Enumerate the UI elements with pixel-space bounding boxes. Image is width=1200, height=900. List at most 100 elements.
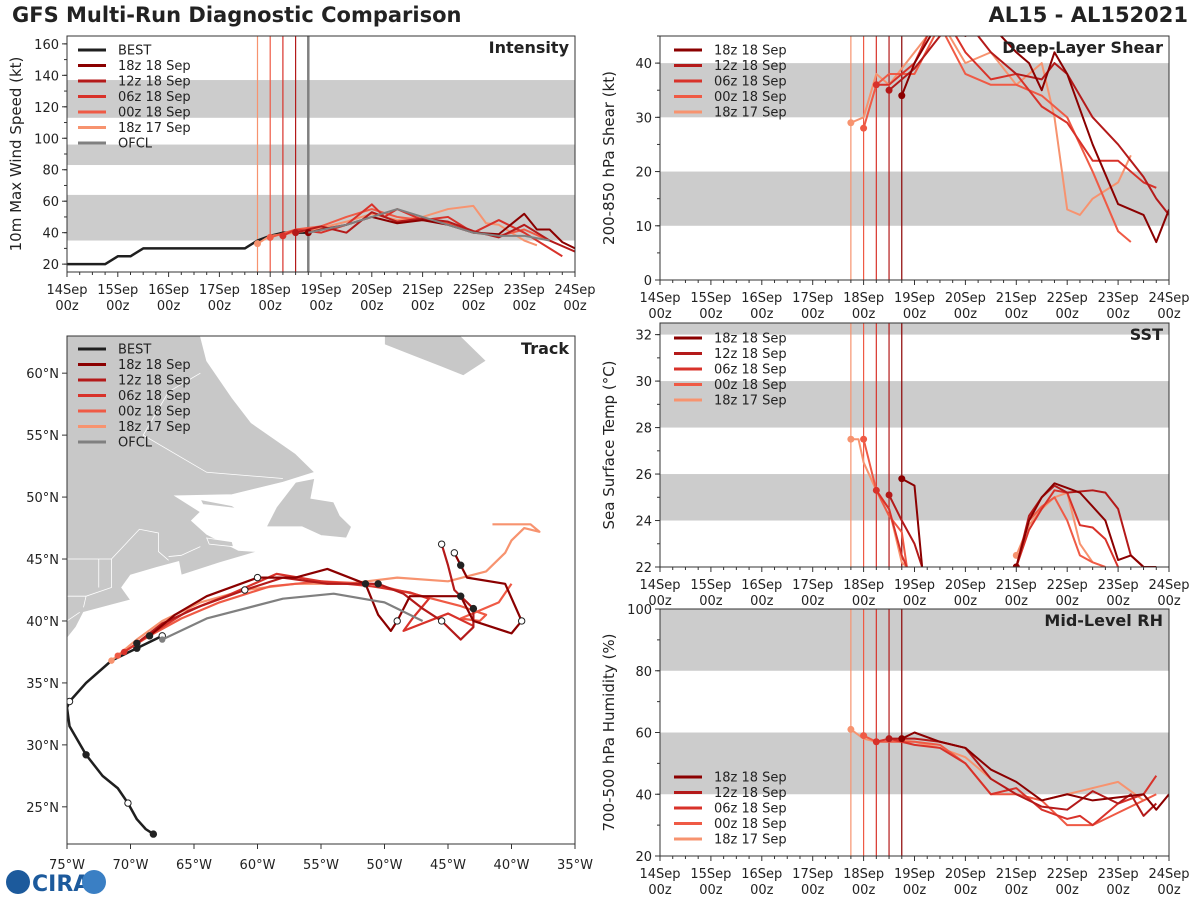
- y-tick-label: 24: [635, 515, 652, 530]
- y-tick-label: 100: [34, 132, 59, 147]
- y-axis-label: 700-500 hPa Humidity (%): [600, 633, 618, 831]
- legend-label: 18z 17 Sep: [118, 420, 191, 435]
- x-tick-label-day: 14Sep: [46, 283, 87, 298]
- x-tick-label-hour: 00z: [411, 299, 435, 314]
- x-tick-label-hour: 00z: [462, 299, 486, 314]
- chart-track: 75°W 70°W 65°W 60°W 55°W 50°W 45°W 40°W 35°W 25°N…: [26, 335, 593, 873]
- y-tick-label: 22: [635, 561, 652, 576]
- panel-title: Deep-Layer Shear: [1002, 38, 1163, 57]
- series-start-marker: [279, 232, 287, 240]
- logo-globe-icon: [6, 870, 30, 894]
- series-line: [901, 477, 924, 567]
- x-tick-label: 60°W: [240, 858, 276, 873]
- x-tick-label-day: 18Sep: [250, 283, 291, 298]
- legend-label: 00z 18 Sep: [714, 378, 787, 393]
- series-group: [847, 435, 1157, 567]
- track-line: [67, 634, 163, 836]
- x-tick-label: 70°W: [113, 858, 149, 873]
- x-tick-label-day: 20Sep: [945, 867, 986, 882]
- y-axis-label: 10m Max Wind Speed (kt): [7, 57, 25, 252]
- x-tick-label-hour: 00z: [699, 594, 723, 609]
- x-tick-label-day: 22Sep: [453, 283, 494, 298]
- y-tick-label: 45°N: [26, 553, 59, 568]
- x-tick-label: 65°W: [176, 858, 212, 873]
- legend-label: 06z 18 Sep: [118, 90, 191, 105]
- y-tick-label: 50°N: [26, 491, 59, 506]
- x-tick-label-day: 16Sep: [741, 578, 782, 593]
- x-tick-label-hour: 00z: [852, 883, 876, 898]
- legend-label: 06z 18 Sep: [714, 802, 787, 817]
- x-tick-label-day: 15Sep: [690, 867, 731, 882]
- track-position-marker: [517, 617, 526, 625]
- panel-title: Track: [521, 339, 569, 358]
- series-start-marker: [1012, 563, 1020, 567]
- x-tick-label-hour: 00z: [513, 299, 537, 314]
- x-tick-label-day: 16Sep: [741, 867, 782, 882]
- threshold-band: [660, 381, 1169, 428]
- x-tick-label-hour: 00z: [801, 594, 825, 609]
- track-position-marker: [457, 561, 465, 569]
- political-border: [67, 528, 169, 561]
- legend-label: 18z 18 Sep: [714, 771, 787, 786]
- y-tick-label: 40: [635, 57, 652, 72]
- track-start-marker: [108, 657, 115, 664]
- series-line: [888, 494, 924, 567]
- political-border: [67, 611, 80, 622]
- x-tick-label-hour: 00z: [903, 883, 927, 898]
- chart-rh: 2040608010014Sep00z15Sep00z16Sep00z17Sep…: [600, 603, 1190, 898]
- storm-id: AL15 - AL152021: [988, 3, 1189, 27]
- track-position-marker: [82, 751, 90, 759]
- land-mainland: [67, 336, 316, 639]
- y-axis-label: Sea Surface Temp (°C): [600, 360, 618, 529]
- series-start-marker: [872, 486, 880, 494]
- political-border: [168, 546, 201, 557]
- logo-text: CIRA: [32, 872, 90, 897]
- x-tick-label-day: 20Sep: [945, 291, 986, 306]
- track-position-marker: [393, 617, 401, 625]
- x-tick-label-day: 21Sep: [996, 291, 1037, 306]
- x-tick-label-hour: 00z: [954, 594, 978, 609]
- x-tick-label-day: 15Sep: [690, 578, 731, 593]
- track-position-marker: [124, 799, 132, 807]
- y-tick-label: 60: [635, 727, 652, 742]
- legend-label: BEST: [118, 44, 151, 59]
- track-position-marker: [469, 604, 478, 613]
- series-line: [308, 208, 550, 242]
- tracks-group: [67, 523, 541, 838]
- series-line: [862, 438, 908, 567]
- x-tick-label-hour: 00z: [208, 299, 232, 314]
- chart-sst: 22242628303214Sep00z15Sep00z16Sep00z17Se…: [600, 322, 1190, 609]
- x-tick-label-day: 20Sep: [945, 578, 986, 593]
- land-group: [67, 336, 487, 639]
- threshold-band: [67, 144, 575, 166]
- series-line: [282, 203, 563, 258]
- x-tick-label: 50°W: [367, 858, 403, 873]
- x-tick-label-day: 17Sep: [792, 578, 833, 593]
- y-tick-label: 20: [42, 258, 59, 273]
- x-tick-label-day: 23Sep: [1098, 578, 1139, 593]
- x-tick-label-day: 24Sep: [554, 283, 595, 298]
- series-line: [863, 734, 1157, 827]
- legend-label: 18z 17 Sep: [714, 394, 787, 409]
- x-tick-label-day: 23Sep: [1098, 291, 1139, 306]
- x-tick-label-hour: 00z: [852, 594, 876, 609]
- x-tick-label-day: 17Sep: [199, 283, 240, 298]
- legend-label: 18z 17 Sep: [714, 106, 787, 121]
- series-start-marker: [885, 491, 893, 499]
- x-tick-label-hour: 00z: [1005, 594, 1029, 609]
- x-tick-label-day: 18Sep: [843, 867, 884, 882]
- series-start-marker: [898, 92, 906, 100]
- chart-shear: 01020304014Sep00z15Sep00z16Sep00z17Sep00…: [600, 35, 1190, 322]
- political-border: [83, 559, 112, 608]
- x-tick-label-day: 23Sep: [1098, 867, 1139, 882]
- series-start-marker: [860, 124, 868, 132]
- x-tick-label-hour: 00z: [1005, 307, 1029, 322]
- legend-label: 12z 18 Sep: [714, 59, 787, 74]
- political-border: [142, 372, 283, 479]
- y-tick-label: 0: [644, 274, 652, 289]
- x-tick-label-hour: 00z: [750, 594, 774, 609]
- y-tick-label: 100: [627, 603, 652, 618]
- x-tick-label-day: 17Sep: [792, 291, 833, 306]
- series-start-marker: [847, 435, 855, 443]
